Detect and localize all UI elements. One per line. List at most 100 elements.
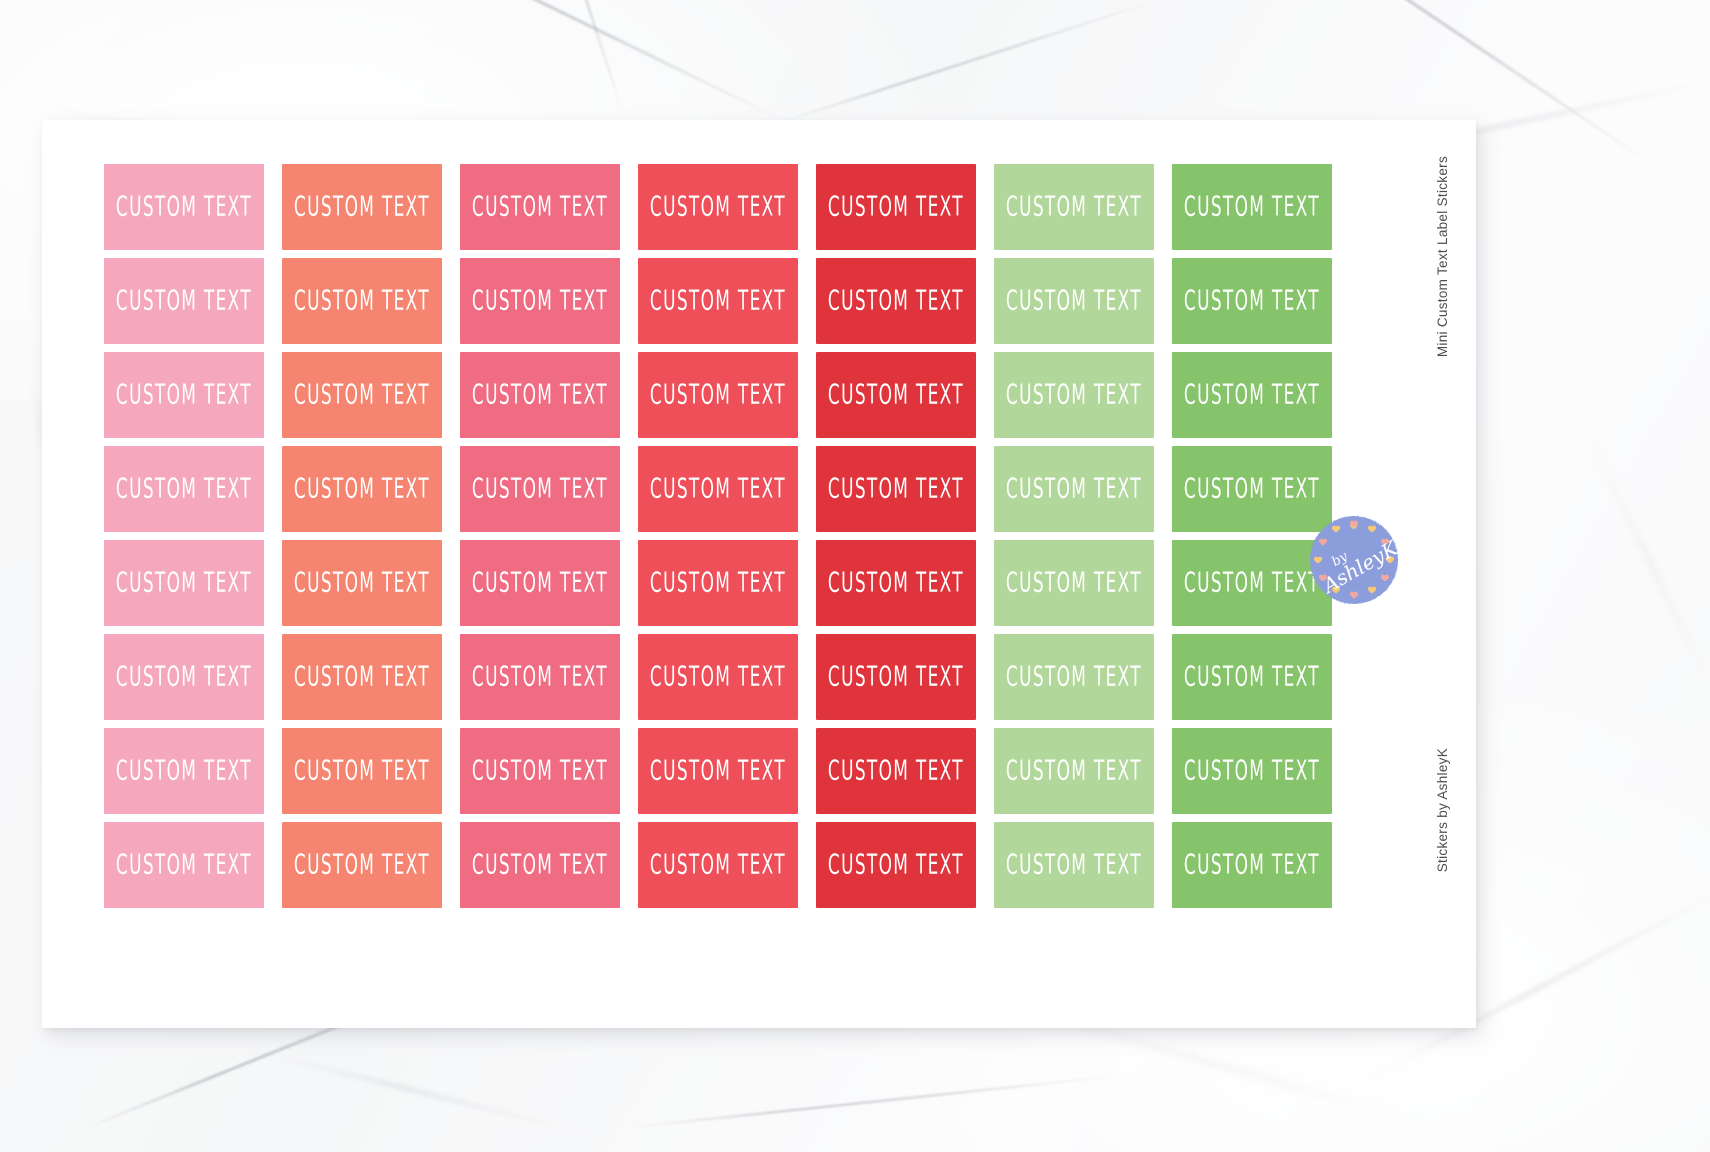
svg-text:by: by [1329,549,1351,570]
sticker-label: CUSTOM TEXT [294,379,430,411]
sticker-label: CUSTOM TEXT [472,849,608,881]
sticker-rose-r6[interactable]: CUSTOM TEXT [460,634,620,720]
sticker-red-r8[interactable]: CUSTOM TEXT [638,822,798,908]
sticker-coral-r1[interactable]: CUSTOM TEXT [282,164,442,250]
sticker-green-r5[interactable]: CUSTOM TEXT [1172,540,1332,626]
sticker-soft-pink-r6[interactable]: CUSTOM TEXT [104,634,264,720]
sticker-label: CUSTOM TEXT [1006,191,1142,223]
sticker-label: CUSTOM TEXT [650,661,786,693]
sticker-label: CUSTOM TEXT [1184,661,1320,693]
sticker-light-green-r3[interactable]: CUSTOM TEXT [994,352,1154,438]
sticker-red-r3[interactable]: CUSTOM TEXT [638,352,798,438]
sticker-label: CUSTOM TEXT [294,567,430,599]
sticker-crimson-r3[interactable]: CUSTOM TEXT [816,352,976,438]
sticker-red-r7[interactable]: CUSTOM TEXT [638,728,798,814]
sticker-green-r1[interactable]: CUSTOM TEXT [1172,164,1332,250]
sticker-light-green-r5[interactable]: CUSTOM TEXT [994,540,1154,626]
sticker-rose-r5[interactable]: CUSTOM TEXT [460,540,620,626]
sticker-label: CUSTOM TEXT [1006,849,1142,881]
sticker-light-green-r7[interactable]: CUSTOM TEXT [994,728,1154,814]
sticker-coral-r3[interactable]: CUSTOM TEXT [282,352,442,438]
sticker-label: CUSTOM TEXT [294,473,430,505]
sticker-label: CUSTOM TEXT [1184,285,1320,317]
sticker-light-green-r6[interactable]: CUSTOM TEXT [994,634,1154,720]
sticker-label: CUSTOM TEXT [472,567,608,599]
sticker-label: CUSTOM TEXT [1184,473,1320,505]
sticker-label: CUSTOM TEXT [828,191,964,223]
sticker-label: CUSTOM TEXT [1184,379,1320,411]
sticker-label: CUSTOM TEXT [294,285,430,317]
sticker-red-r6[interactable]: CUSTOM TEXT [638,634,798,720]
sticker-rose-r8[interactable]: CUSTOM TEXT [460,822,620,908]
sticker-crimson-r4[interactable]: CUSTOM TEXT [816,446,976,532]
sticker-label: CUSTOM TEXT [472,191,608,223]
sticker-label: CUSTOM TEXT [294,191,430,223]
sticker-rose-r1[interactable]: CUSTOM TEXT [460,164,620,250]
sticker-label: CUSTOM TEXT [1006,473,1142,505]
sticker-coral-r6[interactable]: CUSTOM TEXT [282,634,442,720]
sticker-coral-r7[interactable]: CUSTOM TEXT [282,728,442,814]
sticker-coral-r4[interactable]: CUSTOM TEXT [282,446,442,532]
sticker-label: CUSTOM TEXT [828,379,964,411]
sticker-red-r4[interactable]: CUSTOM TEXT [638,446,798,532]
sticker-soft-pink-r3[interactable]: CUSTOM TEXT [104,352,264,438]
sticker-red-r5[interactable]: CUSTOM TEXT [638,540,798,626]
sticker-label: CUSTOM TEXT [472,755,608,787]
sticker-label: CUSTOM TEXT [1184,849,1320,881]
sticker-crimson-r7[interactable]: CUSTOM TEXT [816,728,976,814]
sticker-crimson-r5[interactable]: CUSTOM TEXT [816,540,976,626]
sticker-crimson-r2[interactable]: CUSTOM TEXT [816,258,976,344]
sticker-soft-pink-r4[interactable]: CUSTOM TEXT [104,446,264,532]
sticker-green-r3[interactable]: CUSTOM TEXT [1172,352,1332,438]
sticker-crimson-r8[interactable]: CUSTOM TEXT [816,822,976,908]
sticker-coral-r2[interactable]: CUSTOM TEXT [282,258,442,344]
sticker-soft-pink-r5[interactable]: CUSTOM TEXT [104,540,264,626]
sticker-green-r8[interactable]: CUSTOM TEXT [1172,822,1332,908]
sticker-light-green-r2[interactable]: CUSTOM TEXT [994,258,1154,344]
sticker-label: CUSTOM TEXT [1006,755,1142,787]
sticker-label: CUSTOM TEXT [828,285,964,317]
brand-badge-logo: by AshleyK [1306,512,1402,608]
sticker-grid: CUSTOM TEXT CUSTOM TEXT CUSTOM TEXT CUSTOM … [104,164,1332,908]
sticker-crimson-r1[interactable]: CUSTOM TEXT [816,164,976,250]
sticker-label: CUSTOM TEXT [1006,661,1142,693]
sticker-label: CUSTOM TEXT [650,379,786,411]
sticker-label: CUSTOM TEXT [472,473,608,505]
sticker-label: CUSTOM TEXT [828,849,964,881]
sticker-label: CUSTOM TEXT [650,567,786,599]
sticker-label: CUSTOM TEXT [116,473,252,505]
sticker-coral-r8[interactable]: CUSTOM TEXT [282,822,442,908]
sticker-red-r1[interactable]: CUSTOM TEXT [638,164,798,250]
sticker-label: CUSTOM TEXT [1184,191,1320,223]
sticker-label: CUSTOM TEXT [828,755,964,787]
sticker-green-r7[interactable]: CUSTOM TEXT [1172,728,1332,814]
sticker-soft-pink-r8[interactable]: CUSTOM TEXT [104,822,264,908]
sticker-rose-r3[interactable]: CUSTOM TEXT [460,352,620,438]
sticker-soft-pink-r2[interactable]: CUSTOM TEXT [104,258,264,344]
sheet-title-caption: Mini Custom Text Label Stickers [1435,156,1450,358]
sticker-label: CUSTOM TEXT [828,661,964,693]
sticker-light-green-r1[interactable]: CUSTOM TEXT [994,164,1154,250]
sticker-label: CUSTOM TEXT [828,567,964,599]
sticker-rose-r7[interactable]: CUSTOM TEXT [460,728,620,814]
sticker-light-green-r4[interactable]: CUSTOM TEXT [994,446,1154,532]
sticker-soft-pink-r7[interactable]: CUSTOM TEXT [104,728,264,814]
sticker-sheet[interactable]: CUSTOM TEXT CUSTOM TEXT CUSTOM TEXT CUSTOM … [42,120,1476,1028]
sticker-coral-r5[interactable]: CUSTOM TEXT [282,540,442,626]
sticker-rose-r2[interactable]: CUSTOM TEXT [460,258,620,344]
sticker-label: CUSTOM TEXT [1184,755,1320,787]
sticker-green-r2[interactable]: CUSTOM TEXT [1172,258,1332,344]
sticker-light-green-r8[interactable]: CUSTOM TEXT [994,822,1154,908]
sticker-red-r2[interactable]: CUSTOM TEXT [638,258,798,344]
sticker-green-r6[interactable]: CUSTOM TEXT [1172,634,1332,720]
sticker-label: CUSTOM TEXT [472,285,608,317]
sticker-label: CUSTOM TEXT [116,661,252,693]
sticker-rose-r4[interactable]: CUSTOM TEXT [460,446,620,532]
sticker-crimson-r6[interactable]: CUSTOM TEXT [816,634,976,720]
sticker-label: CUSTOM TEXT [1006,379,1142,411]
sticker-label: CUSTOM TEXT [828,473,964,505]
sticker-soft-pink-r1[interactable]: CUSTOM TEXT [104,164,264,250]
sticker-green-r4[interactable]: CUSTOM TEXT [1172,446,1332,532]
sticker-label: CUSTOM TEXT [116,755,252,787]
